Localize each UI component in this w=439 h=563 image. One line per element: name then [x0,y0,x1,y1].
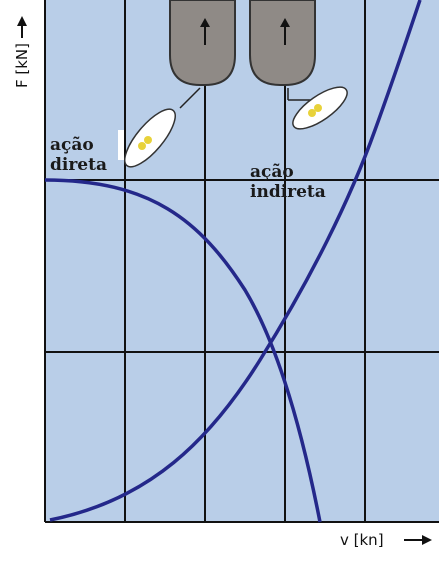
grid [44,0,439,523]
label-indirect: indireta [250,182,326,202]
label-direct: ação [50,135,94,155]
label-direct: direta [50,155,107,175]
x-label: v [kn] [340,531,384,549]
y-axis-label: F [kN] [13,16,31,88]
direct-curve [44,178,322,523]
x-axis-label: v [kn] [340,531,432,549]
label-bg [118,130,124,160]
plot-area [45,0,439,522]
y-label: F [kN] [13,43,31,88]
label-indirect: ação [250,162,294,182]
indirect-curve [49,0,422,522]
tugs [124,0,348,168]
